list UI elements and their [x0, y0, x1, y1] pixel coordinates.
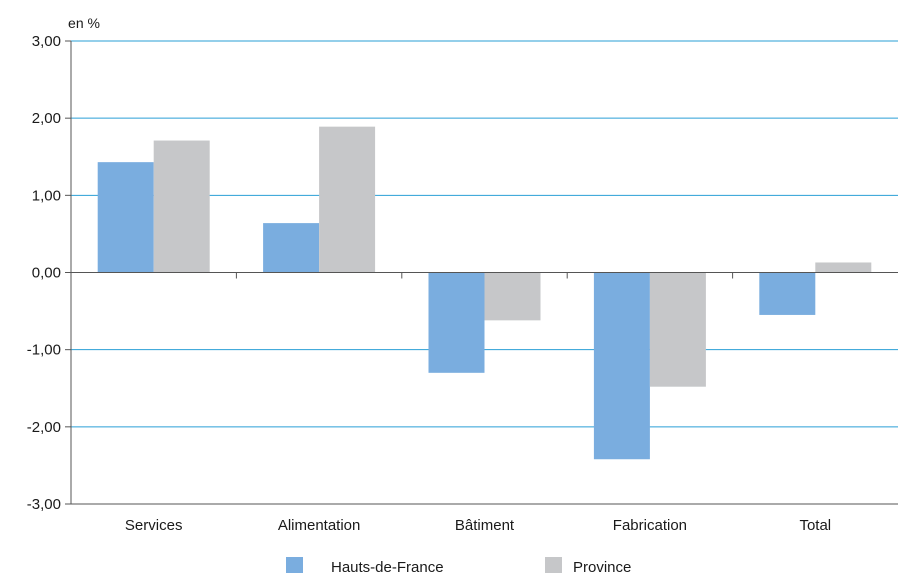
- x-category-labels: Services Alimentation Bâtiment Fabrication T…: [125, 517, 831, 534]
- y-tick-label: -2,00: [27, 419, 61, 436]
- x-category-label: Services: [125, 517, 183, 534]
- y-tick-label: -1,00: [27, 342, 61, 359]
- legend-label: Hauts-de-France: [331, 559, 444, 574]
- bar-hauts-de-france-4: [759, 272, 816, 315]
- x-category-label: Total: [799, 517, 831, 534]
- legend: Hauts-de-France Province: [286, 557, 631, 574]
- bar-province-2: [484, 272, 541, 321]
- y-tick-label: 1,00: [32, 187, 61, 204]
- y-axis-unit-label: en %: [68, 15, 100, 31]
- legend-swatch-hauts-de-france: [286, 557, 303, 573]
- bar-hauts-de-france-0: [97, 162, 154, 273]
- bar-province-0: [153, 140, 210, 273]
- axes: [65, 40, 898, 505]
- legend-swatch-province: [545, 557, 562, 573]
- y-tick-label: 3,00: [32, 33, 61, 50]
- y-tick-label: 0,00: [32, 265, 61, 282]
- bar-province-3: [649, 272, 706, 387]
- bar-province-1: [319, 126, 376, 273]
- bar-hauts-de-france-3: [593, 272, 650, 460]
- bar-province-4: [815, 262, 872, 273]
- y-tick-label: 2,00: [32, 110, 61, 127]
- bar-hauts-de-france-1: [263, 223, 320, 273]
- bar-hauts-de-france-2: [428, 272, 485, 373]
- x-category-label: Alimentation: [278, 517, 361, 534]
- bars: [97, 126, 872, 460]
- y-tick-labels: 3,00 2,00 1,00 0,00 -1,00 -2,00 -3,00: [27, 33, 61, 513]
- y-tick-label: -3,00: [27, 496, 61, 513]
- x-category-label: Bâtiment: [455, 517, 515, 534]
- legend-label: Province: [573, 559, 631, 574]
- x-category-label: Fabrication: [613, 517, 687, 534]
